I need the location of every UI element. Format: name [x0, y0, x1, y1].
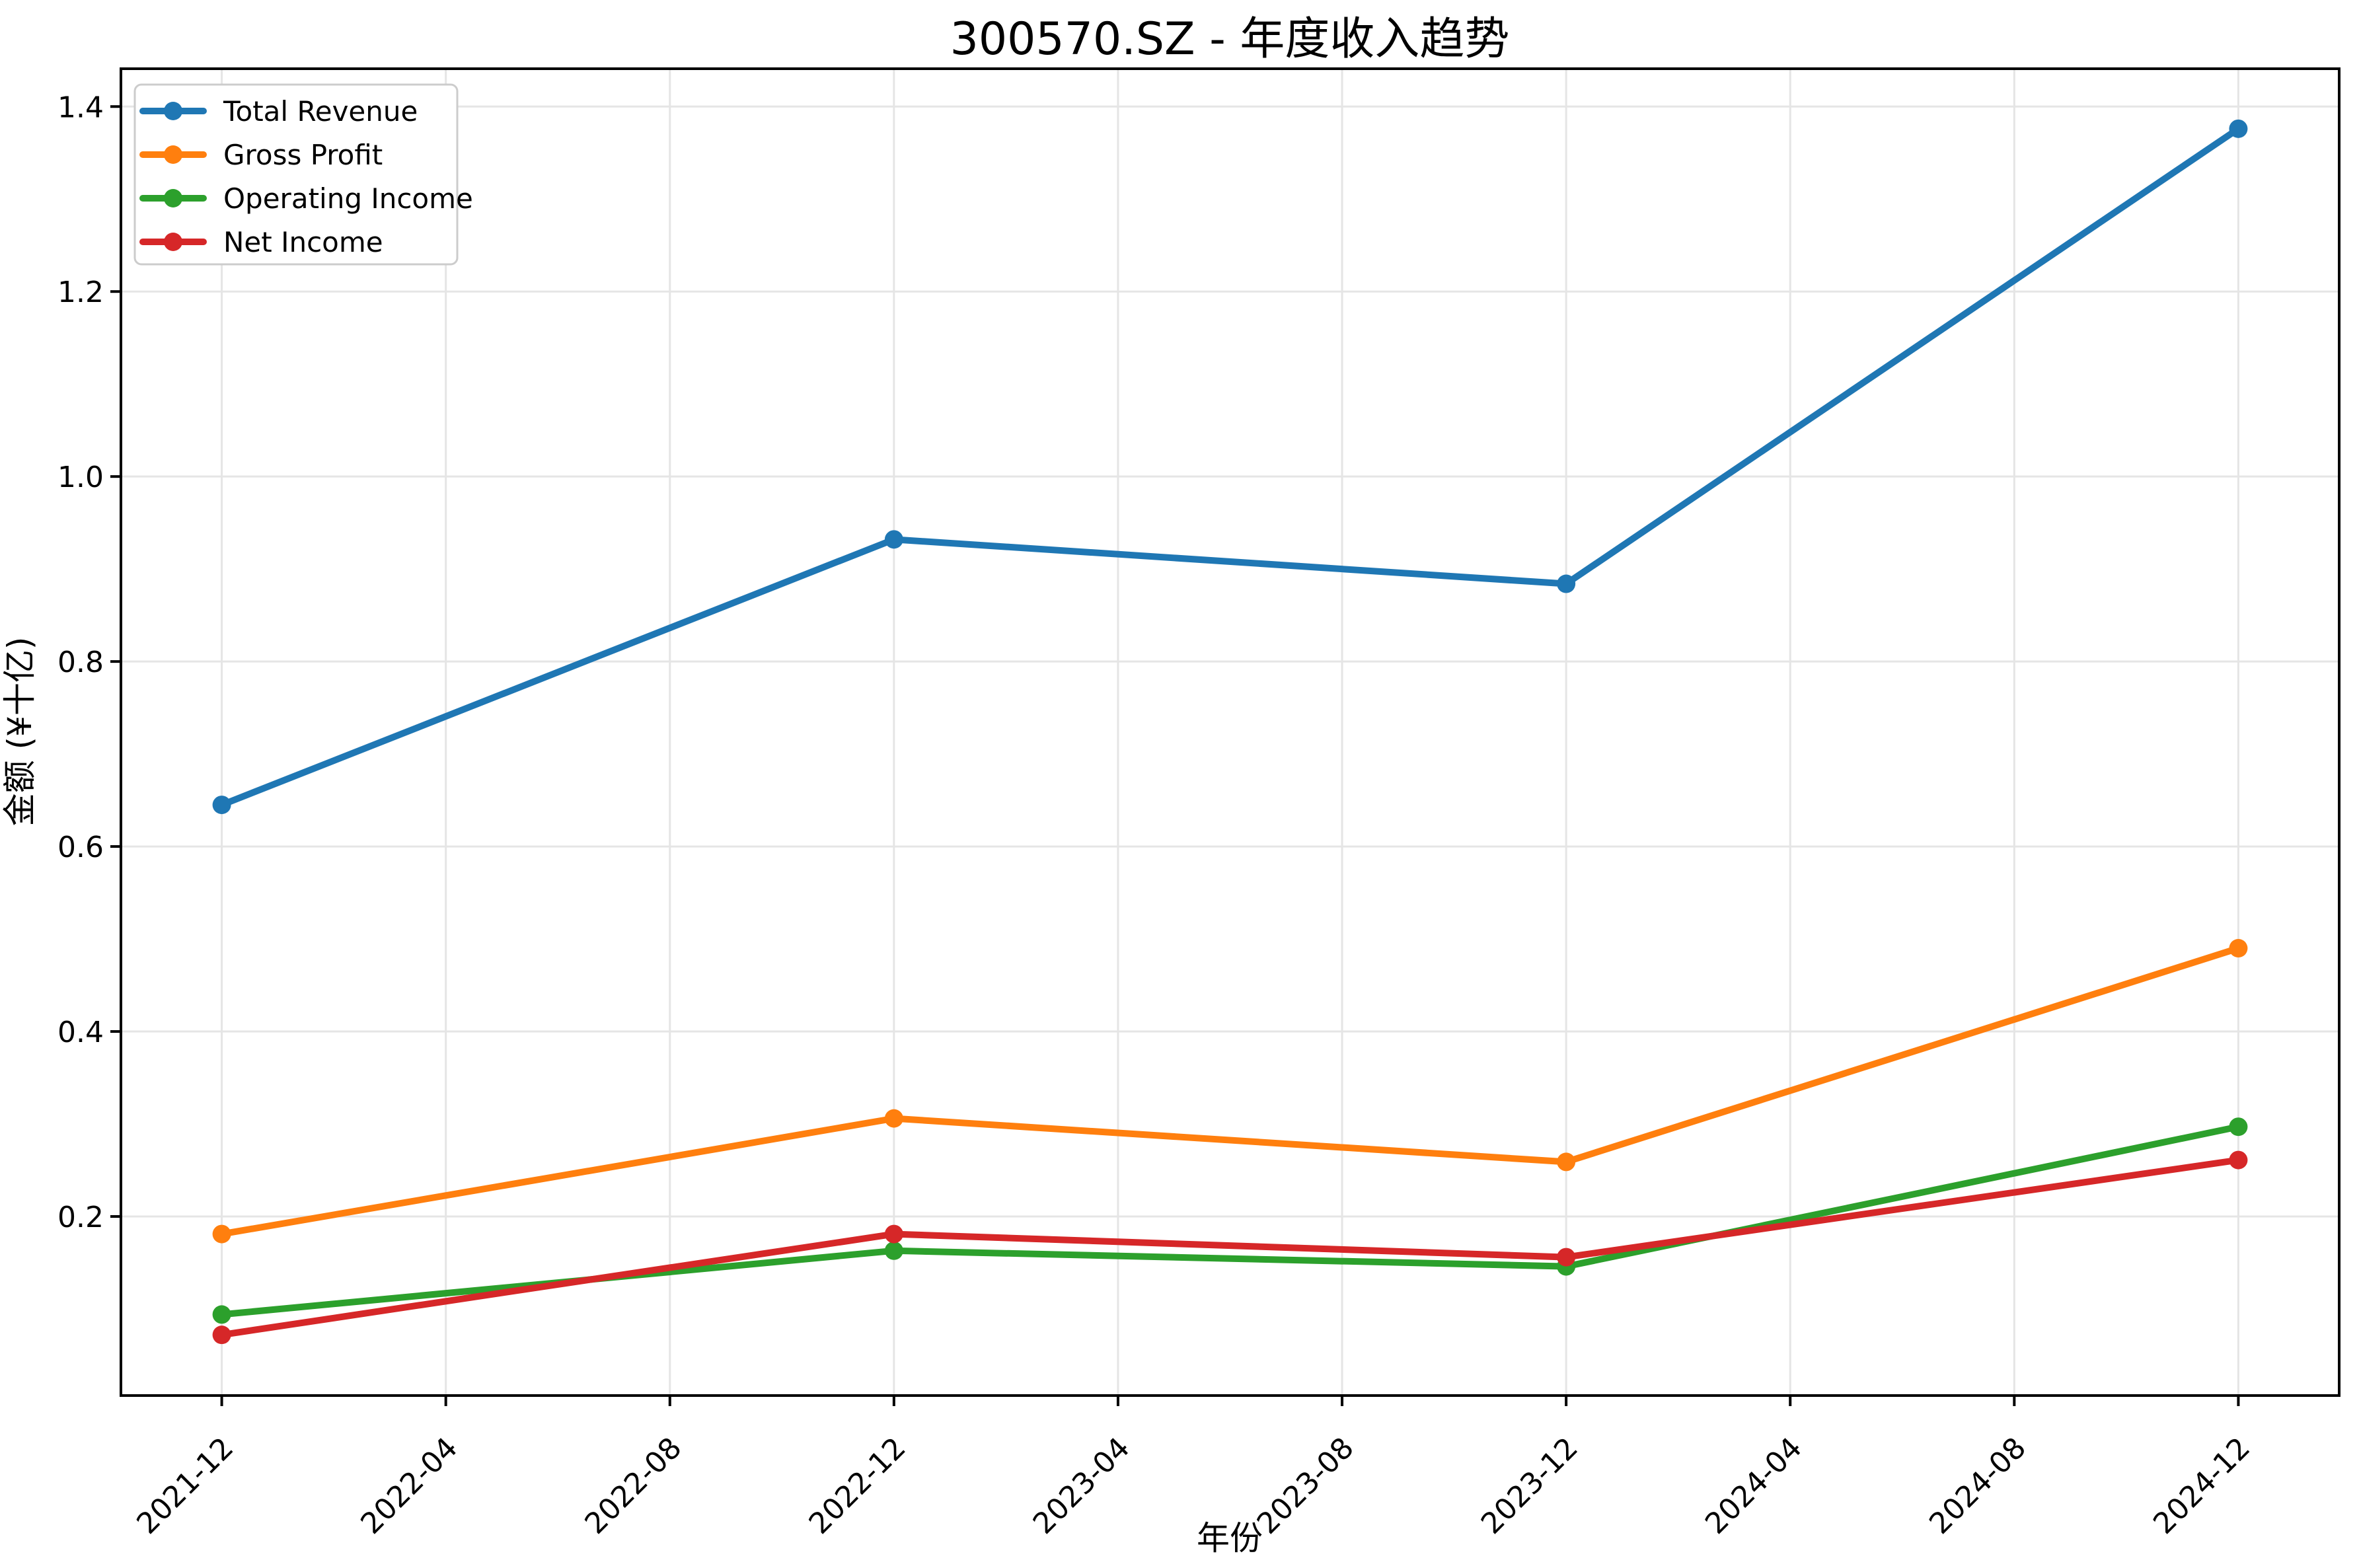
y-tick-label-0.6: 0.6: [57, 831, 104, 864]
data-point-gross-profit-2021-12: [212, 1224, 231, 1244]
legend-label-operating-income: Operating Income: [223, 182, 473, 215]
y-tick-label-0.8: 0.8: [57, 646, 104, 679]
chart-title: 300570.SZ - 年度收入趋势: [950, 13, 1510, 65]
gridlines: [121, 69, 2339, 1396]
y-tick-label-0.4: 0.4: [57, 1016, 104, 1049]
legend: Total Revenue Gross Profit Operating Incom…: [133, 83, 473, 266]
x-tick-label-2024-12: 2024-12: [2147, 1431, 2257, 1541]
data-point-total-revenue-2022-12: [884, 530, 903, 549]
x-tick-label-2022-04: 2022-04: [354, 1431, 464, 1541]
x-tick-label-2022-08: 2022-08: [578, 1431, 688, 1541]
plot-area: [121, 69, 2339, 1396]
legend-box: [133, 83, 459, 266]
legend-marker-icon-operating-income: [164, 189, 182, 207]
x-tick-label-2024-08: 2024-08: [1923, 1431, 2033, 1541]
legend-label-net-income: Net Income: [223, 226, 383, 258]
series-line-total-revenue: [218, 125, 2242, 809]
y-tick-label-1.4: 1.4: [57, 91, 104, 124]
data-point-operating-income-2021-12: [212, 1305, 231, 1324]
x-axis-label: 年份: [1197, 1519, 1263, 1557]
legend-label-total-revenue: Total Revenue: [223, 95, 418, 128]
legend-item-total-revenue: Total Revenue: [139, 95, 418, 128]
legend-item-operating-income: Operating Income: [139, 182, 473, 215]
data-point-net-income-2022-12: [884, 1224, 903, 1244]
legend-marker-icon-total-revenue: [164, 102, 182, 120]
legend-marker-icon-gross-profit: [164, 145, 182, 164]
data-point-net-income-2021-12: [212, 1325, 231, 1345]
legend-item-net-income: Net Income: [139, 226, 383, 258]
series-line-gross-profit: [218, 945, 2242, 1238]
y-tick-label-1.2: 1.2: [57, 276, 104, 309]
data-point-operating-income-2024-12: [2229, 1117, 2248, 1137]
data-point-operating-income-2022-12: [884, 1241, 903, 1260]
x-tick-label-2021-12: 2021-12: [130, 1431, 240, 1541]
x-tick-label-2024-04: 2024-04: [1699, 1431, 1809, 1541]
series-line-net-income: [218, 1156, 2242, 1339]
legend-item-gross-profit: Gross Profit: [139, 139, 383, 171]
x-tick-label-2023-04: 2023-04: [1027, 1431, 1137, 1541]
axes-spines: [120, 67, 2340, 1397]
x-tick-label-2022-12: 2022-12: [803, 1431, 913, 1541]
data-point-total-revenue-2023-12: [1557, 574, 1576, 593]
data-point-total-revenue-2024-12: [2229, 119, 2248, 138]
y-tick-label-0.2: 0.2: [57, 1201, 104, 1234]
data-point-gross-profit-2023-12: [1557, 1152, 1576, 1172]
y-tick-label-1.0: 1.0: [57, 461, 104, 494]
data-point-net-income-2024-12: [2229, 1150, 2248, 1170]
data-point-total-revenue-2021-12: [212, 796, 231, 815]
y-axis-label: 金额 (¥十亿): [1, 637, 39, 827]
data-point-gross-profit-2022-12: [884, 1109, 903, 1128]
legend-label-gross-profit: Gross Profit: [223, 139, 383, 171]
data-point-net-income-2023-12: [1557, 1248, 1576, 1267]
data-series: [212, 119, 2248, 1345]
legend-marker-icon-net-income: [164, 233, 182, 251]
x-tick-label-2023-12: 2023-12: [1475, 1431, 1585, 1541]
x-tick-label-2023-08: 2023-08: [1251, 1431, 1361, 1541]
data-point-gross-profit-2024-12: [2229, 939, 2248, 958]
